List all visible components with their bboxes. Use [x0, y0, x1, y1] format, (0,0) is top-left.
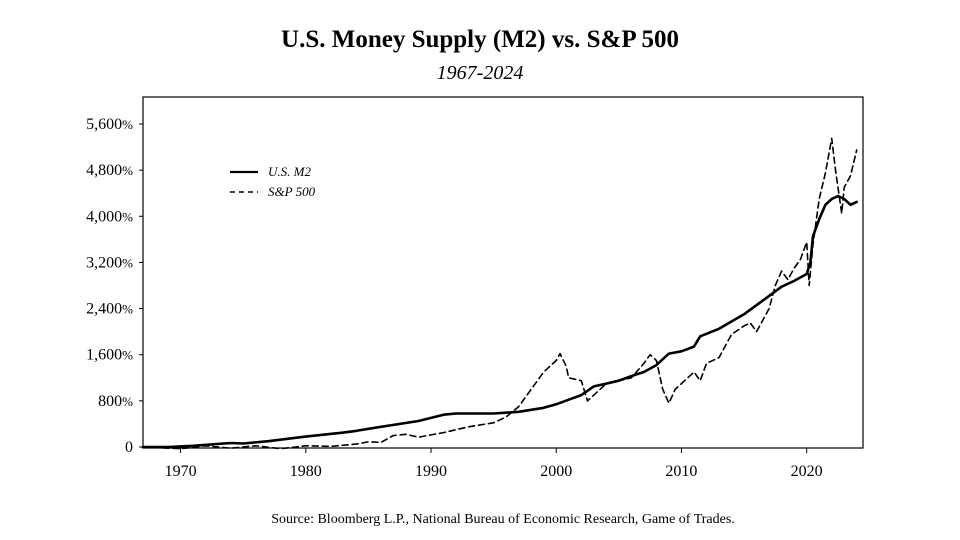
- x-tick-label: 1980: [290, 463, 322, 480]
- chart-title: U.S. Money Supply (M2) vs. S&P 500: [281, 26, 679, 53]
- y-tick-number: 3,200: [86, 254, 122, 271]
- x-tick-label: 2010: [665, 463, 697, 480]
- y-tick-unit: %: [122, 302, 133, 317]
- x-tick-label: 2000: [540, 463, 572, 480]
- y-tick-unit: %: [122, 163, 133, 178]
- x-tick-label: 1970: [165, 463, 197, 480]
- y-tick-label: 1,600%: [86, 347, 133, 364]
- y-tick-number: 4,800: [86, 162, 122, 179]
- y-tick-number: 0: [125, 439, 133, 456]
- chart-subtitle: 1967-2024: [436, 62, 524, 84]
- y-tick-number: 800: [98, 393, 122, 410]
- y-axis: 0800%1,600%2,400%3,200%4,000%4,800%5,600…: [86, 116, 143, 456]
- m2-line: [141, 194, 858, 449]
- y-tick-unit: %: [122, 117, 133, 132]
- series-group: [141, 137, 858, 450]
- x-tick-label: 1990: [415, 463, 447, 480]
- legend: U.S. M2 S&P 500: [230, 164, 316, 199]
- y-tick-label: 2,400%: [86, 301, 133, 318]
- x-axis: 1970 1980 1990 2000 2010 2020: [165, 448, 823, 480]
- y-tick-number: 4,000: [86, 208, 122, 225]
- y-tick-unit: %: [122, 394, 133, 409]
- x-tick-label: 2020: [791, 463, 823, 480]
- y-tick-unit: %: [122, 255, 133, 270]
- source-note: Source: Bloomberg L.P., National Bureau …: [271, 512, 735, 527]
- y-tick-unit: %: [122, 209, 133, 224]
- y-tick-number: 2,400: [86, 301, 122, 318]
- y-tick-label: 0: [125, 439, 133, 456]
- y-tick-label: 3,200%: [86, 254, 133, 271]
- legend-label: S&P 500: [268, 184, 316, 199]
- y-tick-number: 5,600: [86, 116, 122, 133]
- y-tick-unit: %: [122, 348, 133, 363]
- y-tick-label: 4,800%: [86, 162, 133, 179]
- y-tick-label: 4,000%: [86, 208, 133, 225]
- y-tick-label: 5,600%: [86, 116, 133, 133]
- y-tick-number: 1,600: [86, 347, 122, 364]
- y-tick-label: 800%: [98, 393, 133, 410]
- sp500-line: [142, 137, 858, 450]
- plot-frame: [142, 96, 864, 449]
- legend-label: U.S. M2: [268, 164, 311, 179]
